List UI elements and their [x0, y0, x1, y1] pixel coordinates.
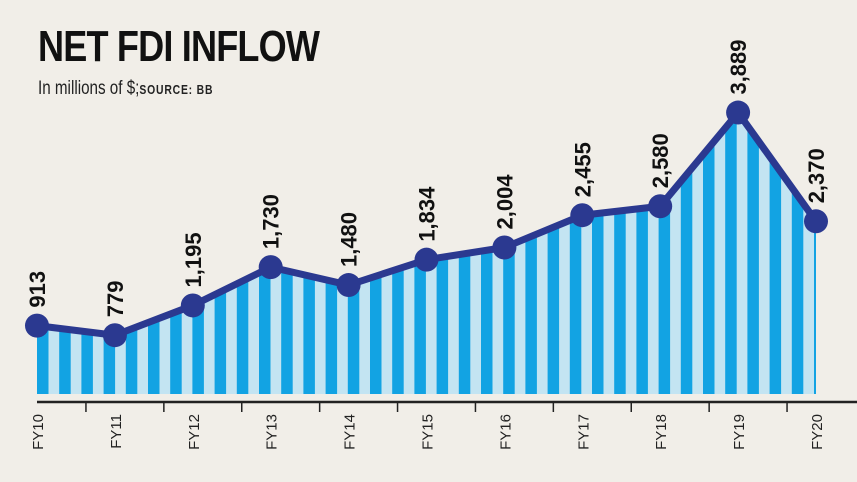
x-tick-label: FY17	[575, 414, 592, 450]
area-stripe	[170, 112, 182, 394]
area-stripe	[125, 112, 138, 394]
area-stripe	[303, 112, 315, 394]
area-stripe	[481, 112, 493, 394]
area-stripe	[59, 112, 71, 394]
data-label: 2,004	[492, 174, 517, 230]
data-point	[492, 235, 517, 260]
data-point	[414, 247, 439, 272]
x-tick-label: FY13	[264, 414, 281, 450]
x-tick-label: FY16	[497, 414, 514, 450]
chart-title: NET FDI INFLOW	[38, 22, 320, 71]
x-tick-label: FY14	[342, 414, 359, 450]
area-stripe	[214, 112, 227, 394]
area-stripe	[592, 112, 604, 394]
chart-subtitle: In millions of $;SOURCE: BB	[38, 78, 213, 100]
data-point	[102, 323, 127, 348]
area-stripe	[747, 112, 759, 394]
data-point	[336, 273, 361, 298]
x-tick-label: FY18	[653, 414, 670, 450]
data-label: 1,480	[337, 212, 362, 267]
data-label: 1,195	[181, 232, 206, 287]
x-tick-label: FY11	[108, 414, 125, 449]
area-stripe	[725, 112, 737, 394]
area-stripe	[703, 112, 715, 394]
area-stripe	[236, 112, 249, 394]
data-point	[258, 255, 283, 280]
data-label: 779	[103, 281, 128, 318]
area-stripe	[547, 112, 560, 394]
data-point	[25, 313, 49, 338]
data-point	[570, 203, 595, 228]
area-stripe	[636, 112, 648, 394]
data-point	[726, 100, 751, 125]
x-tick-label: FY19	[731, 414, 748, 450]
area-stripe	[370, 112, 382, 394]
data-label: 2,370	[804, 148, 829, 203]
data-label: 2,455	[570, 142, 595, 197]
area-stripe	[814, 112, 816, 394]
area-stripe	[458, 112, 471, 394]
area-stripe	[37, 112, 49, 394]
area-stripe	[769, 112, 782, 394]
area-stripe	[525, 112, 537, 394]
x-tick-label: FY10	[30, 414, 47, 450]
area-stripe	[791, 112, 804, 394]
area-stripe	[192, 112, 204, 394]
data-point	[804, 209, 828, 234]
area-stripe	[81, 112, 93, 394]
data-label: 3,889	[726, 39, 751, 94]
source-label: SOURCE: BB	[139, 82, 214, 97]
data-point	[648, 194, 673, 219]
x-tick-label: FY15	[420, 414, 437, 450]
data-point	[180, 293, 205, 318]
x-tick-label: FY12	[186, 414, 203, 450]
area-stripe	[148, 112, 160, 394]
area-stripe	[569, 112, 582, 394]
x-tick-label: FY20	[809, 414, 826, 450]
data-label: 1,834	[415, 186, 440, 242]
data-label: 2,580	[648, 133, 673, 188]
area-stripe	[392, 112, 404, 394]
area-stripe	[614, 112, 626, 394]
subtitle-units: In millions of $;	[38, 78, 140, 99]
area-stripe	[325, 112, 338, 394]
data-label: 1,730	[259, 194, 284, 249]
area-stripe	[658, 112, 671, 394]
area-stripe	[680, 112, 693, 394]
data-label: 913	[25, 271, 50, 308]
